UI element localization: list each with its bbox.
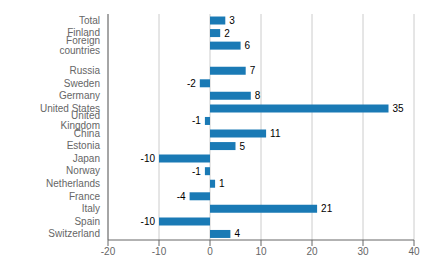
- svg-text:-1: -1: [192, 166, 201, 177]
- svg-text:Russia: Russia: [69, 65, 100, 76]
- svg-text:Norway: Norway: [66, 165, 100, 176]
- svg-text:1: 1: [219, 178, 225, 189]
- svg-text:Spain: Spain: [74, 216, 100, 227]
- svg-text:0: 0: [207, 246, 213, 257]
- svg-text:11: 11: [270, 128, 281, 139]
- svg-text:21: 21: [321, 203, 333, 214]
- svg-text:20: 20: [306, 246, 318, 257]
- svg-text:2: 2: [224, 28, 230, 39]
- svg-text:4: 4: [234, 228, 240, 239]
- svg-text:Switzerland: Switzerland: [48, 228, 100, 239]
- svg-text:-4: -4: [177, 191, 186, 202]
- svg-text:6: 6: [245, 40, 251, 51]
- svg-text:-20: -20: [101, 246, 116, 257]
- svg-text:Total: Total: [79, 15, 100, 26]
- svg-text:Netherlands: Netherlands: [46, 178, 100, 189]
- svg-text:10: 10: [255, 246, 267, 257]
- svg-text:-2: -2: [187, 78, 196, 89]
- svg-text:7: 7: [250, 65, 256, 76]
- svg-text:Estonia: Estonia: [67, 140, 101, 151]
- svg-text:Finland: Finland: [67, 27, 100, 38]
- svg-text:3: 3: [229, 15, 235, 26]
- svg-text:35: 35: [393, 103, 405, 114]
- svg-text:40: 40: [408, 246, 420, 257]
- svg-text:-10: -10: [141, 216, 156, 227]
- svg-text:8: 8: [255, 90, 261, 101]
- svg-text:30: 30: [357, 246, 369, 257]
- svg-text:Sweden: Sweden: [64, 78, 100, 89]
- svg-text:France: France: [69, 191, 101, 202]
- svg-text:Germany: Germany: [59, 90, 100, 101]
- svg-text:Japan: Japan: [73, 153, 100, 164]
- svg-text:United States: United States: [40, 103, 100, 114]
- svg-text:-1: -1: [192, 115, 201, 126]
- svg-text:5: 5: [240, 141, 246, 152]
- svg-text:-10: -10: [141, 153, 156, 164]
- svg-text:Italy: Italy: [82, 203, 100, 214]
- svg-text:-10: -10: [152, 246, 167, 257]
